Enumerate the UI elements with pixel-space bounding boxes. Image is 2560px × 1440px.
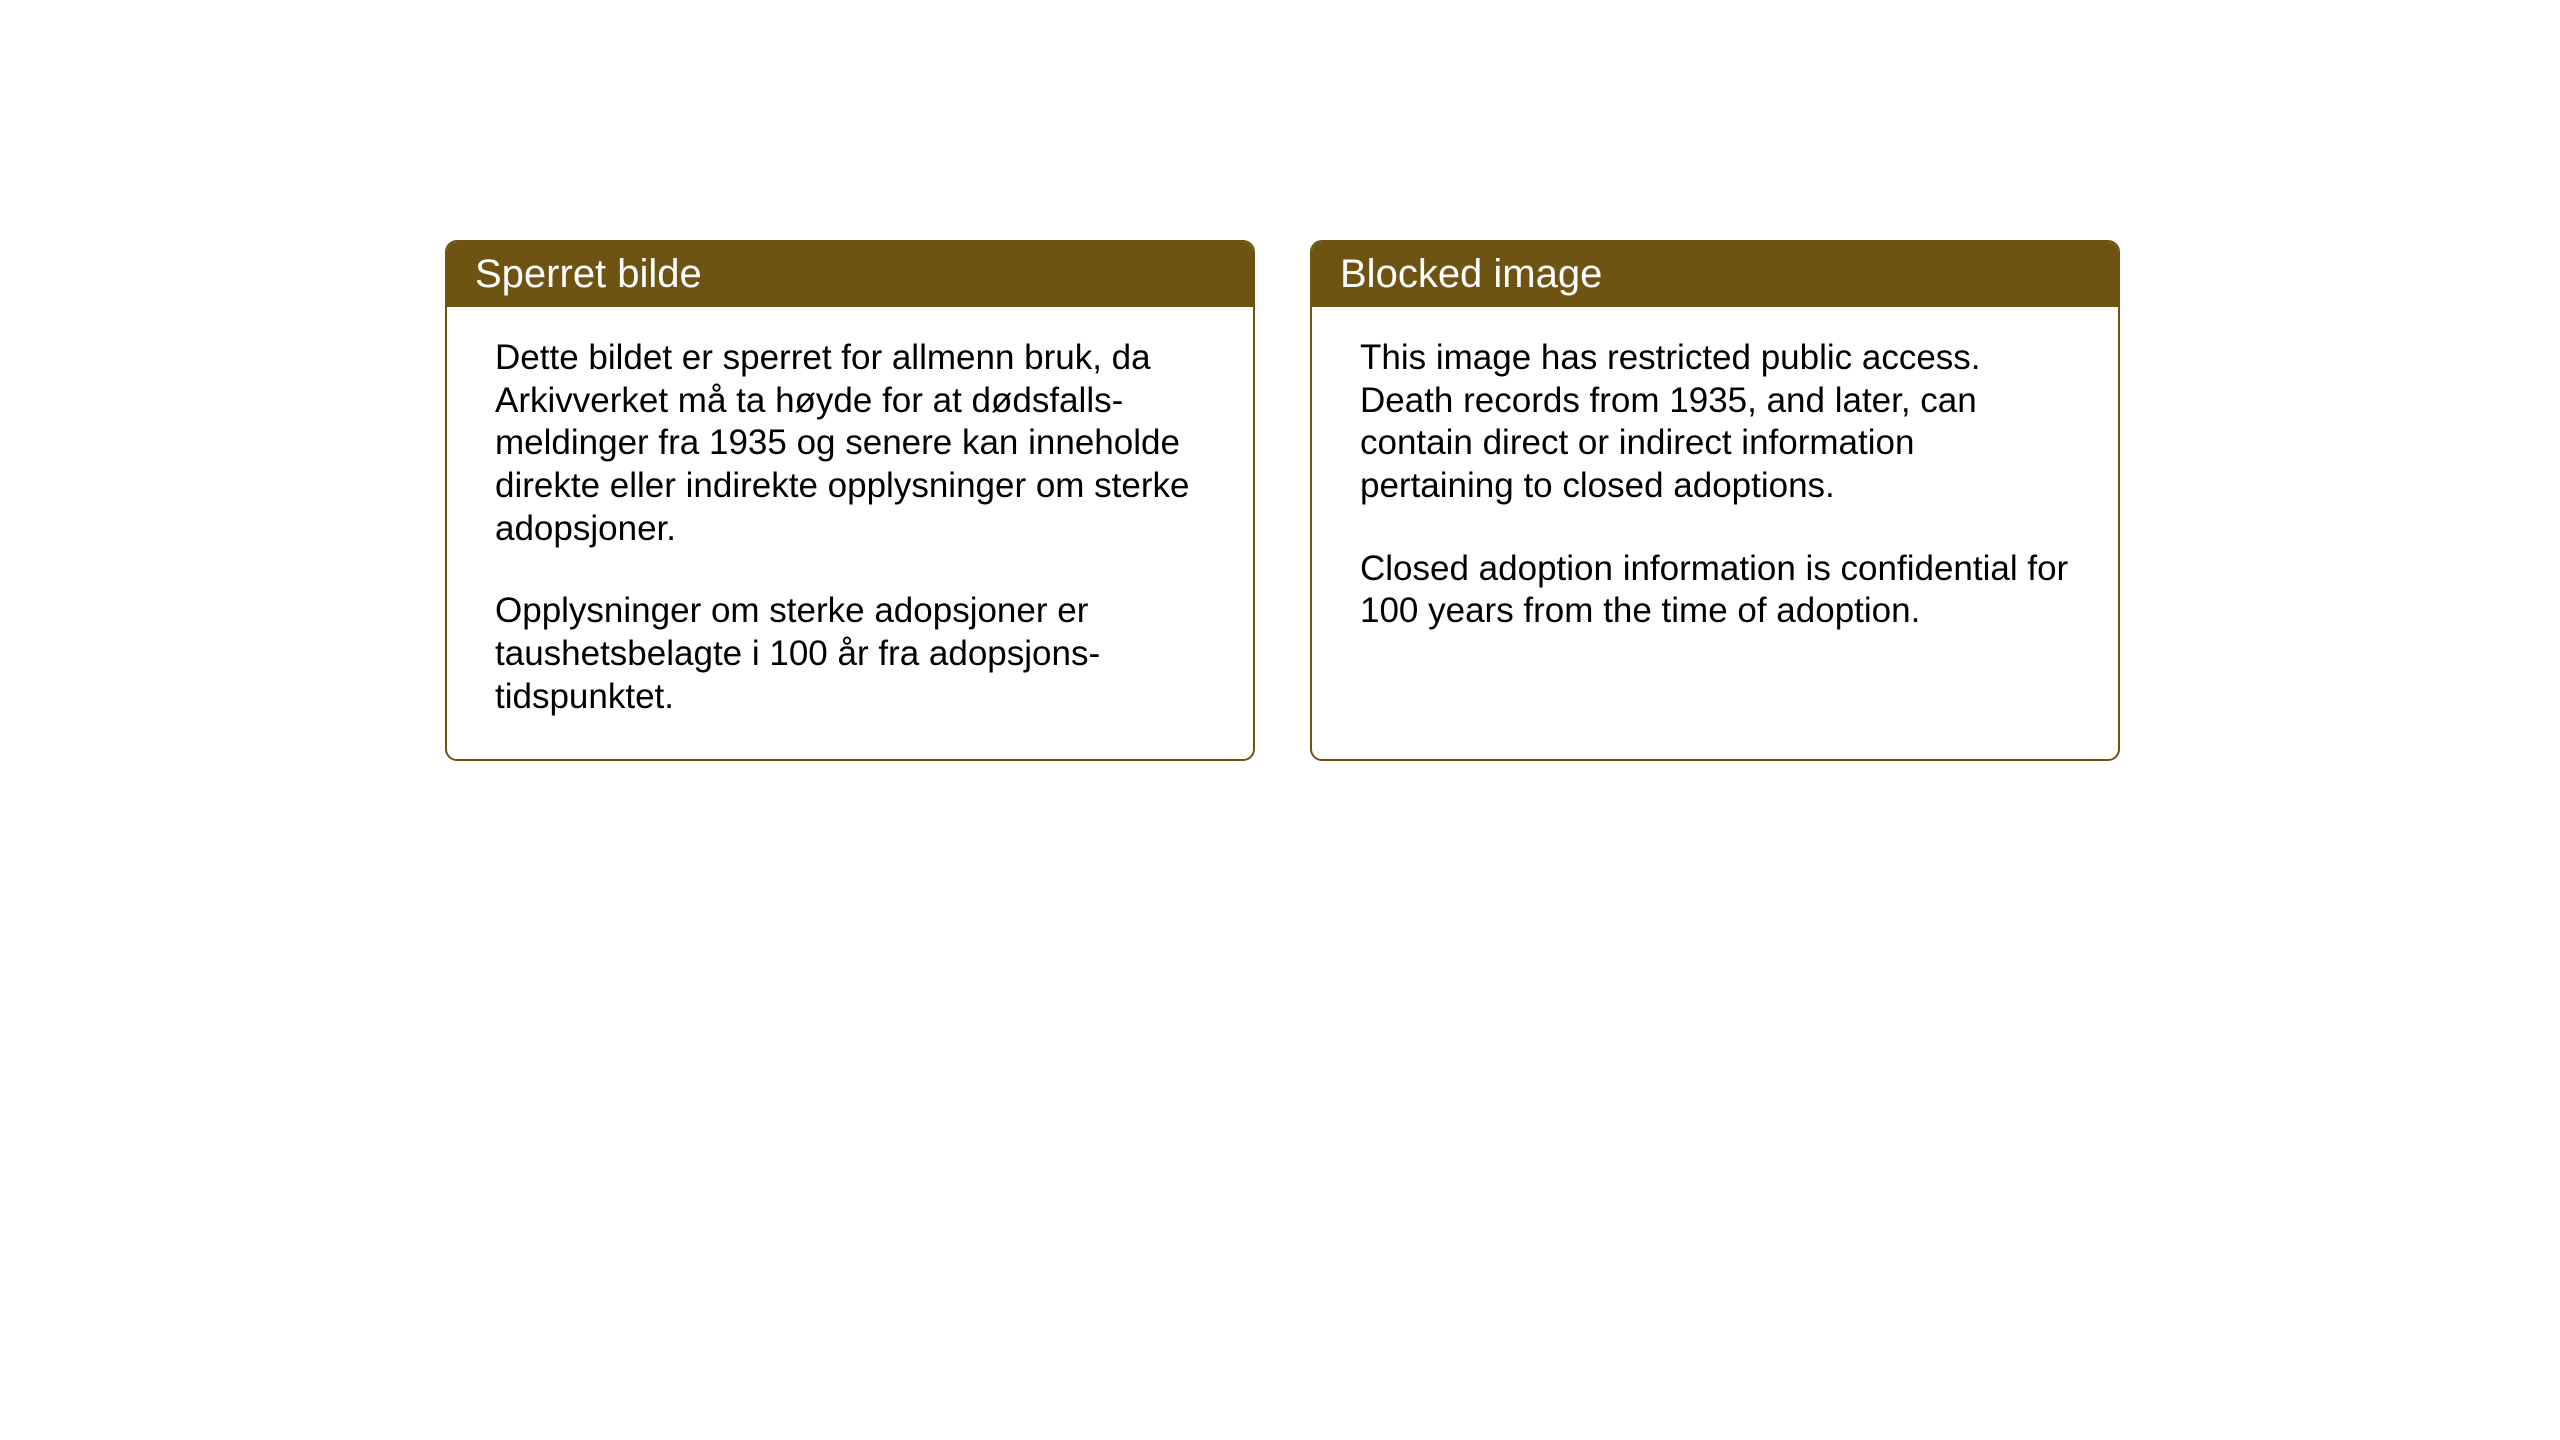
- english-card-header: Blocked image: [1312, 242, 2118, 307]
- english-notice-card: Blocked image This image has restricted …: [1310, 240, 2120, 761]
- norwegian-paragraph-1: Dette bildet er sperret for allmenn bruk…: [495, 337, 1205, 550]
- english-card-title: Blocked image: [1340, 252, 1602, 296]
- norwegian-card-title: Sperret bilde: [475, 252, 702, 296]
- norwegian-card-header: Sperret bilde: [447, 242, 1253, 307]
- english-paragraph-1: This image has restricted public access.…: [1360, 337, 2070, 508]
- norwegian-paragraph-2: Opplysninger om sterke adopsjoner er tau…: [495, 590, 1205, 718]
- english-card-body: This image has restricted public access.…: [1312, 307, 2118, 747]
- norwegian-notice-card: Sperret bilde Dette bildet er sperret fo…: [445, 240, 1255, 761]
- norwegian-card-body: Dette bildet er sperret for allmenn bruk…: [447, 307, 1253, 759]
- notice-cards-container: Sperret bilde Dette bildet er sperret fo…: [445, 240, 2120, 761]
- english-paragraph-2: Closed adoption information is confident…: [1360, 548, 2070, 633]
